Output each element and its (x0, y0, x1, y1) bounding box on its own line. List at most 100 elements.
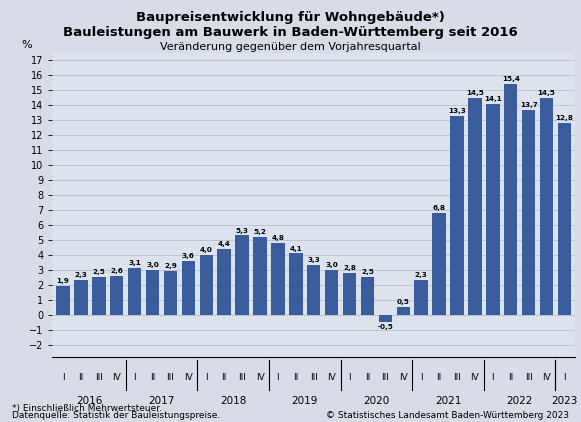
Text: IV: IV (471, 373, 479, 382)
Text: 2,3: 2,3 (74, 273, 87, 279)
Text: Bauleistungen am Bauwerk in Baden-Württemberg seit 2016: Bauleistungen am Bauwerk in Baden-Württe… (63, 26, 518, 39)
Text: I: I (348, 373, 351, 382)
Text: 3,0: 3,0 (325, 262, 338, 268)
Text: II: II (293, 373, 299, 382)
Text: 13,3: 13,3 (448, 108, 466, 114)
Bar (468, 97, 482, 315)
Text: 2023: 2023 (551, 396, 578, 406)
Text: 14,5: 14,5 (537, 90, 555, 96)
Bar (289, 253, 303, 315)
Text: IV: IV (542, 373, 551, 382)
Bar (343, 273, 356, 315)
Text: IV: IV (327, 373, 336, 382)
Text: III: III (310, 373, 318, 382)
Text: 3,1: 3,1 (128, 260, 141, 266)
Text: Veränderung gegenüber dem Vorjahresquartal: Veränderung gegenüber dem Vorjahresquart… (160, 42, 421, 52)
Bar (522, 110, 535, 315)
Bar (200, 255, 213, 315)
Text: *) Einschließlich Mehrwertsteuer.: *) Einschließlich Mehrwertsteuer. (12, 404, 162, 413)
Bar (397, 307, 410, 315)
Text: 15,4: 15,4 (502, 76, 519, 82)
Bar (307, 265, 321, 315)
Text: 2,8: 2,8 (343, 265, 356, 271)
Bar (217, 249, 231, 315)
Text: III: III (167, 373, 174, 382)
Text: Datenquelle: Statistik der Bauleistungspreise.: Datenquelle: Statistik der Bauleistungsp… (12, 411, 220, 420)
Text: 5,2: 5,2 (253, 229, 267, 235)
Text: 12,8: 12,8 (555, 115, 573, 121)
Bar (182, 261, 195, 315)
Text: 2019: 2019 (292, 396, 318, 406)
Text: 2020: 2020 (363, 396, 389, 406)
Text: 3,6: 3,6 (182, 253, 195, 259)
Text: II: II (78, 373, 84, 382)
Text: 2,3: 2,3 (415, 273, 428, 279)
Text: III: III (453, 373, 461, 382)
Text: 2,5: 2,5 (92, 270, 105, 276)
Bar (56, 286, 70, 315)
Text: II: II (221, 373, 227, 382)
Text: 5,3: 5,3 (236, 227, 249, 233)
Text: 13,7: 13,7 (520, 102, 537, 108)
Text: II: II (365, 373, 370, 382)
Text: IV: IV (399, 373, 408, 382)
Text: II: II (150, 373, 155, 382)
Bar (74, 280, 88, 315)
Text: III: III (95, 373, 103, 382)
Bar (361, 277, 374, 315)
Text: 4,8: 4,8 (271, 235, 284, 241)
Text: 14,5: 14,5 (466, 90, 484, 96)
Bar (235, 235, 249, 315)
Text: 2017: 2017 (148, 396, 175, 406)
Bar (253, 237, 267, 315)
Bar (379, 315, 392, 322)
Text: 3,3: 3,3 (307, 257, 320, 263)
Text: I: I (563, 373, 566, 382)
Text: III: III (382, 373, 389, 382)
Text: II: II (436, 373, 442, 382)
Text: I: I (62, 373, 64, 382)
Text: 2,9: 2,9 (164, 263, 177, 270)
Bar (414, 280, 428, 315)
Text: 2016: 2016 (77, 396, 103, 406)
Text: © Statistisches Landesamt Baden-Württemberg 2023: © Statistisches Landesamt Baden-Württemb… (327, 411, 569, 420)
Text: 4,4: 4,4 (218, 241, 231, 247)
Text: 2018: 2018 (220, 396, 246, 406)
Text: 6,8: 6,8 (433, 205, 446, 211)
Bar (558, 123, 571, 315)
Text: 1,9: 1,9 (56, 279, 70, 284)
Text: IV: IV (112, 373, 121, 382)
Bar (504, 84, 518, 315)
Text: I: I (134, 373, 136, 382)
Text: 0,5: 0,5 (397, 299, 410, 306)
Text: III: III (525, 373, 533, 382)
Text: 2,6: 2,6 (110, 268, 123, 274)
Bar (146, 270, 159, 315)
Bar (432, 213, 446, 315)
Text: I: I (277, 373, 279, 382)
Bar (540, 97, 553, 315)
Bar (325, 270, 338, 315)
Text: -0,5: -0,5 (378, 324, 393, 330)
Text: 2022: 2022 (507, 396, 533, 406)
Text: 2021: 2021 (435, 396, 461, 406)
Bar (271, 243, 285, 315)
Text: IV: IV (184, 373, 193, 382)
Text: II: II (508, 373, 514, 382)
Bar (110, 276, 124, 315)
Text: I: I (205, 373, 207, 382)
Bar (486, 104, 500, 315)
Text: 14,1: 14,1 (484, 96, 501, 102)
Bar (128, 268, 141, 315)
Text: I: I (492, 373, 494, 382)
Bar (164, 271, 177, 315)
Bar (450, 116, 464, 315)
Text: %: % (21, 40, 31, 50)
Text: III: III (238, 373, 246, 382)
Text: IV: IV (256, 373, 264, 382)
Text: Baupreisentwicklung für Wohngebäude*): Baupreisentwicklung für Wohngebäude*) (136, 11, 445, 24)
Text: 3,0: 3,0 (146, 262, 159, 268)
Text: 2,5: 2,5 (361, 270, 374, 276)
Text: 4,0: 4,0 (200, 247, 213, 253)
Text: 4,1: 4,1 (289, 246, 302, 252)
